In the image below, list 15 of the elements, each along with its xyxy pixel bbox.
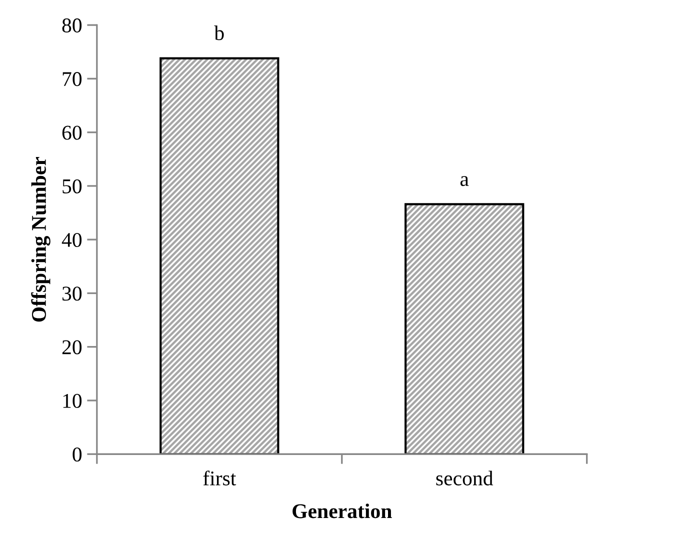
- y-tick-label: 50: [62, 179, 82, 194]
- y-tick-label: 20: [62, 340, 82, 354]
- annotation: a: [460, 176, 469, 186]
- x-axis-title: Generation: [292, 504, 392, 518]
- y-tick-label: 70: [62, 72, 82, 86]
- y-tick-label: 30: [62, 286, 82, 301]
- x-tick-label: second: [436, 470, 494, 486]
- y-tick-label: 60: [62, 126, 82, 140]
- y-axis-title: Offspring Number: [31, 156, 50, 322]
- y-tick-label: 40: [62, 232, 82, 248]
- y-tick-label: 80: [62, 18, 82, 32]
- y-tick-label: 10: [63, 394, 82, 408]
- annotation: b: [214, 26, 224, 40]
- y-tick-label: 0: [72, 447, 82, 462]
- x-tick-label: first: [203, 470, 236, 486]
